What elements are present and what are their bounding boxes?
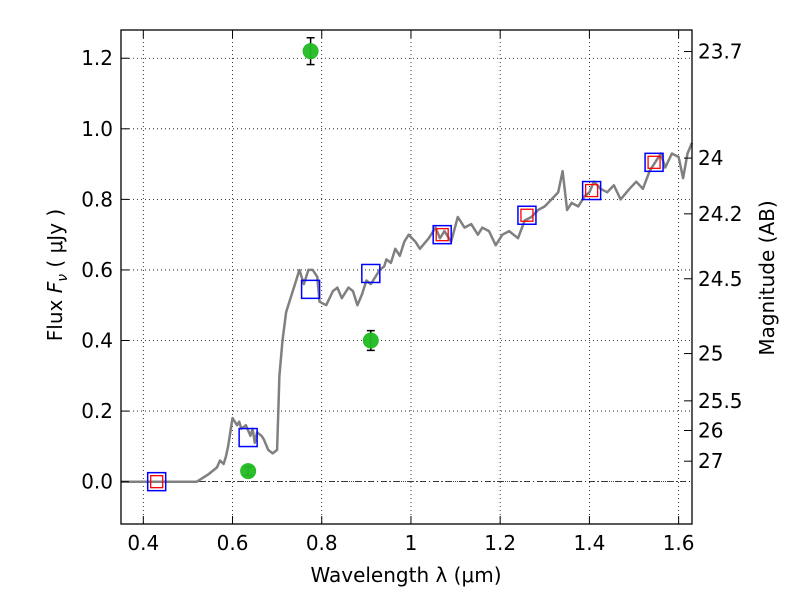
synthetic-flux-layer — [146, 152, 664, 492]
y-tick-label: 0.6 — [81, 258, 113, 282]
synthetic-flux-box — [517, 205, 537, 225]
y-tick-label: 0.4 — [81, 329, 113, 353]
synthetic-flux-box — [432, 224, 452, 245]
observed-flux-box — [150, 475, 164, 489]
observed-flux-box — [435, 228, 449, 242]
magnitude-tick-label: 24.2 — [698, 202, 743, 226]
x-tick-label: 1.2 — [484, 531, 516, 555]
y-axis-label-symbol: F — [43, 281, 67, 293]
y-axis-label-prefix: Flux — [43, 293, 67, 341]
model-spectrum-layer — [121, 142, 694, 483]
x-axis-label: Wavelength λ (μm) — [310, 563, 501, 587]
measured-flux-point — [302, 43, 319, 60]
synthetic-flux-box — [146, 471, 167, 492]
grid-lines — [121, 30, 692, 524]
right-axis-label: Magnitude (AB) — [755, 200, 779, 355]
plot-frame — [120, 29, 693, 525]
magnitude-tick-label: 24.5 — [698, 267, 743, 291]
y-tick-label: 0.0 — [81, 470, 113, 494]
magnitude-tick-label: 25.5 — [698, 389, 743, 413]
x-tick-label: 0.6 — [217, 531, 249, 555]
measured-flux-point — [240, 463, 257, 480]
y-axis-label-subscript: ν — [55, 274, 71, 282]
synthetic-flux-box — [581, 180, 602, 201]
observed-flux-box — [584, 183, 599, 198]
observed-flux-box — [520, 208, 534, 222]
magnitude-tick-label: 24 — [698, 146, 723, 170]
magnitude-tick-label: 26 — [698, 418, 723, 442]
x-tick-label: 1.4 — [573, 531, 605, 555]
measured-flux-layer — [240, 37, 379, 480]
magnitude-tick-label: 25 — [698, 342, 723, 366]
measured-flux-point — [362, 332, 379, 349]
model-spectrum-line — [121, 142, 694, 483]
synthetic-flux-box — [644, 152, 664, 173]
magnitude-tick-label: 27 — [698, 449, 723, 473]
y-tick-label: 1.0 — [81, 117, 113, 141]
magnitude-tick-label: 23.7 — [698, 40, 743, 64]
y-axis-label: Flux Fν ( μJy ) — [43, 209, 71, 341]
synthetic-flux-box — [238, 427, 258, 448]
x-tick-label: 1 — [405, 531, 418, 555]
x-tick-label: 1.6 — [663, 531, 695, 555]
synthetic-flux-box — [361, 263, 381, 284]
x-tick-label: 0.4 — [127, 531, 159, 555]
y-tick-label: 0.2 — [81, 399, 113, 423]
observed-flux-box — [647, 155, 661, 169]
synthetic-flux-box — [300, 279, 321, 300]
y-axis-label-suffix: ( μJy ) — [43, 209, 67, 274]
y-tick-label: 0.8 — [81, 187, 113, 211]
y-tick-label: 1.2 — [81, 46, 113, 70]
x-tick-label: 0.8 — [306, 531, 338, 555]
axis-ticks: 0.4 0.6 0.8 1 1.2 1.4 1.6 0.0 0.2 0.4 0.6 0.8 1.0 1.2… — [81, 30, 743, 555]
